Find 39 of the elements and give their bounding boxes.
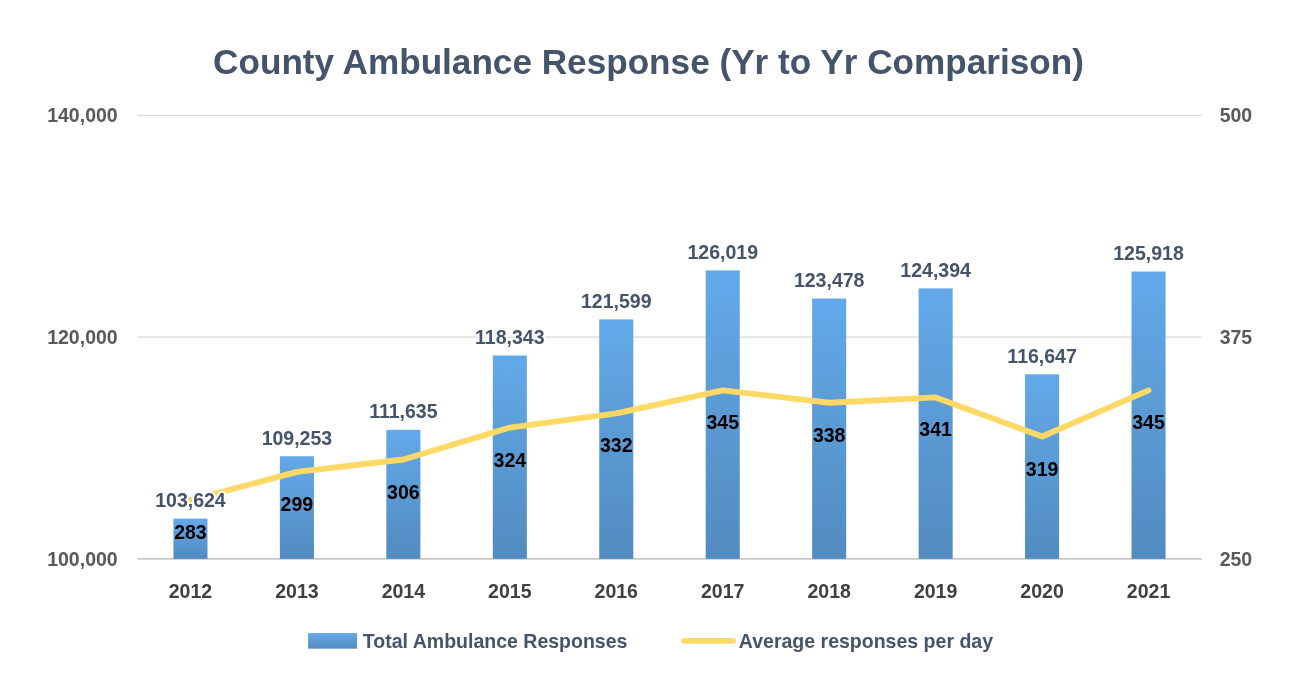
x-tick-label: 2019 bbox=[913, 579, 958, 602]
x-tick-label: 2014 bbox=[381, 579, 426, 602]
y2-tick-label: 375 bbox=[1219, 325, 1253, 348]
data-label: 109,253 bbox=[261, 426, 333, 449]
legend-label: Average responses per day bbox=[738, 629, 994, 652]
y-tick-label: 140,000 bbox=[47, 104, 118, 127]
data-label: 306 bbox=[387, 480, 420, 503]
data-label: 103,624 bbox=[155, 488, 226, 511]
data-label: 121,599 bbox=[581, 289, 652, 312]
x-tick-label: 2021 bbox=[1126, 579, 1171, 602]
data-label: 116,647 bbox=[1007, 344, 1077, 367]
data-label: 125,918 bbox=[1113, 241, 1184, 264]
data-label: 319 bbox=[1025, 457, 1059, 480]
x-tick-label: 2020 bbox=[1020, 579, 1064, 602]
data-label: 341 bbox=[919, 418, 953, 441]
data-label: 345 bbox=[1132, 411, 1165, 434]
data-label: 126,019 bbox=[687, 240, 759, 263]
x-tick-label: 2018 bbox=[807, 579, 852, 602]
x-tick-label: 2013 bbox=[275, 579, 319, 602]
y2-tick-label: 500 bbox=[1219, 104, 1253, 127]
legend-label: Total Ambulance Responses bbox=[362, 629, 628, 652]
x-tick-label: 2012 bbox=[168, 579, 213, 602]
data-label: 123,478 bbox=[793, 268, 865, 291]
chart-title: County Ambulance Response (Yr to Yr Comparison) bbox=[213, 42, 1084, 82]
y-tick-label: 100,000 bbox=[47, 547, 118, 570]
y-tick-label: 120,000 bbox=[47, 325, 118, 348]
data-label: 124,394 bbox=[900, 258, 972, 281]
x-tick-label: 2017 bbox=[701, 579, 745, 602]
data-label: 324 bbox=[493, 448, 527, 471]
data-label: 332 bbox=[599, 434, 633, 457]
data-label: 118,343 bbox=[475, 325, 545, 348]
data-label: 299 bbox=[280, 492, 314, 515]
data-label: 111,635 bbox=[369, 400, 438, 423]
x-tick-label: 2015 bbox=[488, 579, 532, 602]
data-label: 283 bbox=[174, 521, 207, 544]
data-label: 338 bbox=[812, 423, 846, 446]
x-tick-label: 2016 bbox=[594, 579, 639, 602]
data-label: 345 bbox=[706, 411, 740, 434]
y2-tick-label: 250 bbox=[1219, 547, 1253, 570]
